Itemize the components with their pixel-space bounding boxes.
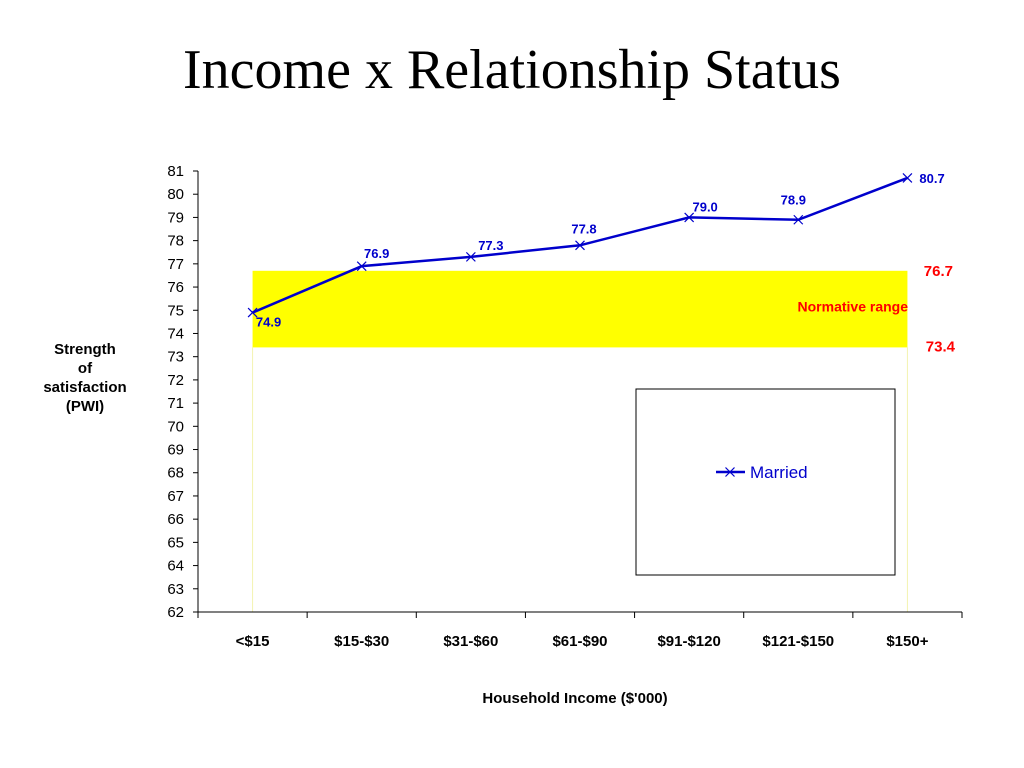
y-tick-label: 76 <box>167 279 184 296</box>
y-tick-label: 67 <box>167 488 184 505</box>
legend-swatch-marker <box>725 467 735 477</box>
data-label: 76.9 <box>364 246 389 261</box>
y-tick-label: 78 <box>167 233 184 250</box>
data-point-marker <box>902 173 913 183</box>
y-axis-label-line: Strength <box>54 341 116 358</box>
data-point-marker <box>465 251 476 262</box>
data-label: 80.7 <box>919 171 944 186</box>
marker-stroke <box>247 307 258 318</box>
y-tick-label: 77 <box>167 256 184 273</box>
x-tick-label: $31-$60 <box>443 633 498 650</box>
y-tick-label: 66 <box>167 511 184 528</box>
x-tick-label: $150+ <box>886 633 928 650</box>
data-label: 78.9 <box>781 193 806 208</box>
normative-range-label: Normative range <box>798 298 909 314</box>
y-tick-label: 63 <box>167 581 184 598</box>
x-tick-label: $15-$30 <box>334 633 389 650</box>
y-axis-label-line: (PWI) <box>65 398 105 415</box>
data-label: 77.3 <box>478 238 503 253</box>
data-point-marker <box>684 212 695 223</box>
y-tick-label: 68 <box>167 465 184 482</box>
data-point-marker <box>356 261 367 272</box>
marker-stroke <box>356 261 367 272</box>
marker-stroke <box>793 214 804 225</box>
y-tick-label: 70 <box>167 418 184 435</box>
x-tick-label: $121-$150 <box>762 633 834 650</box>
data-point-marker <box>575 240 585 251</box>
y-tick-label: 69 <box>167 442 184 459</box>
normative-upper-label: 76.7 <box>924 263 953 280</box>
data-point-marker <box>793 214 804 225</box>
y-tick-label: 74 <box>167 325 184 342</box>
legend-box <box>635 388 896 576</box>
marker-stroke <box>465 251 476 262</box>
x-tick-label: $61-$90 <box>552 633 607 650</box>
y-tick-label: 75 <box>167 302 184 319</box>
normative-lower-label: 73.4 <box>926 338 956 355</box>
data-label: 79.0 <box>692 199 717 214</box>
data-label: 74.9 <box>256 315 281 330</box>
marker-stroke <box>684 212 695 223</box>
chart-title: Income x Relationship Status <box>183 39 841 101</box>
y-tick-label: 81 <box>167 163 184 180</box>
y-tick-label: 79 <box>167 209 184 226</box>
x-axis-label: Household Income ($'000) <box>482 690 667 707</box>
marker-stroke <box>902 173 913 183</box>
y-tick-label: 72 <box>167 372 184 389</box>
y-axis-label: Strength of satisfaction (PWI) <box>20 340 150 416</box>
normative-range-band <box>252 270 908 348</box>
y-tick-label: 73 <box>167 349 184 366</box>
y-tick-label: 62 <box>167 604 184 621</box>
x-tick-label: <$15 <box>236 633 270 650</box>
y-tick-label: 80 <box>167 186 184 203</box>
y-axis-label-line: of <box>77 360 93 377</box>
y-tick-label: 64 <box>167 558 184 575</box>
legend-label: Married <box>750 463 808 482</box>
y-axis-label-line: satisfaction <box>43 379 127 396</box>
y-tick-label: 71 <box>167 395 184 412</box>
data-label: 77.8 <box>571 221 596 236</box>
y-tick-label: 65 <box>167 534 184 551</box>
data-point-marker <box>247 307 258 318</box>
x-tick-label: $91-$120 <box>657 633 720 650</box>
marker-stroke <box>575 240 585 251</box>
